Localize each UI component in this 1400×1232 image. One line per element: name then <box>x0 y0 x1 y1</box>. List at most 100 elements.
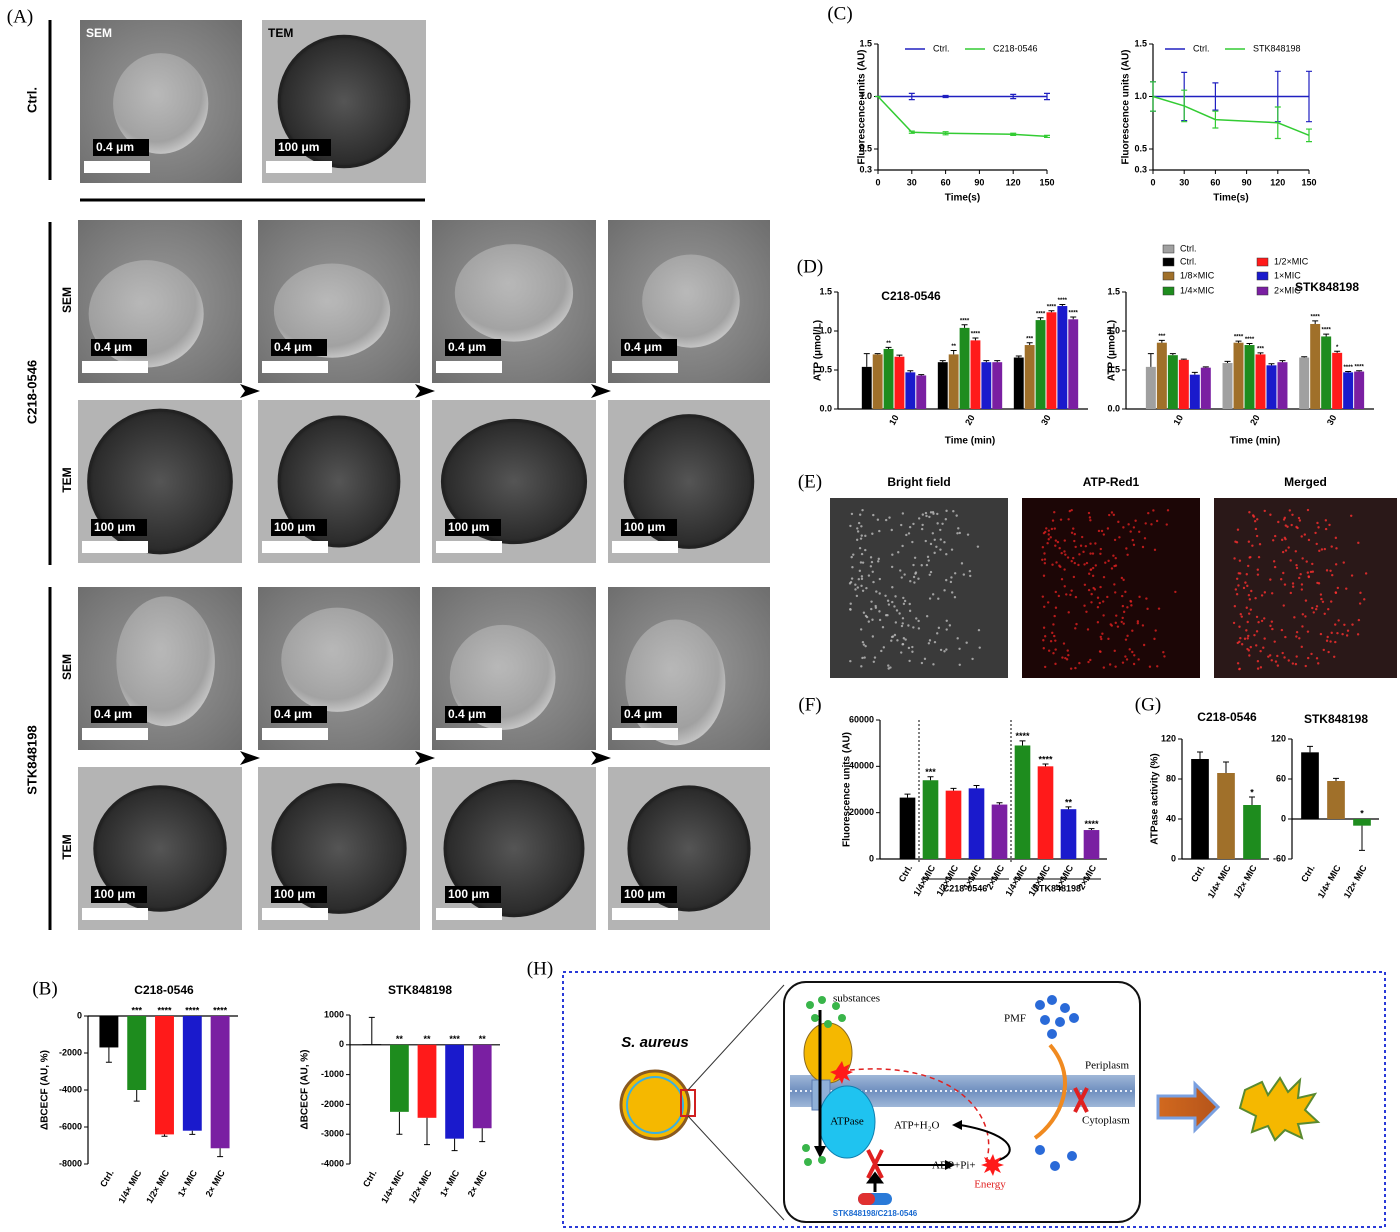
bar <box>1243 805 1261 859</box>
cell-dot <box>1046 542 1049 545</box>
cell-dot <box>1350 514 1353 517</box>
cell-dot <box>878 577 882 581</box>
cell-dot <box>891 553 894 556</box>
cell-dot <box>1041 546 1045 549</box>
error-bar <box>1048 310 1055 313</box>
group-label: STK848198 <box>1033 883 1081 893</box>
cell-dot <box>1043 605 1046 608</box>
bar <box>1178 359 1189 409</box>
error-bar <box>1065 806 1072 810</box>
cell-dot <box>1054 662 1057 666</box>
scale-label-box <box>91 886 147 903</box>
cell-dot <box>858 513 862 516</box>
error-bar <box>1359 825 1365 851</box>
error-bar <box>1235 340 1242 343</box>
error-bar <box>479 1128 486 1143</box>
y-tick-label: 0 <box>77 1010 82 1020</box>
image-title: Bright field <box>887 475 950 489</box>
cell-dot <box>861 508 864 512</box>
cell-dot <box>1238 625 1241 628</box>
cell-dot <box>1096 596 1100 599</box>
scale-label-box <box>445 519 501 536</box>
cell-dot <box>901 643 904 646</box>
cell-dot <box>929 570 933 574</box>
scale-label-box <box>275 139 331 156</box>
cell-dot <box>1256 573 1260 576</box>
cell-dot <box>1327 650 1330 654</box>
bar <box>1255 354 1266 409</box>
bar <box>948 354 959 409</box>
cell-dot <box>1243 637 1247 640</box>
cell-dot <box>1089 568 1093 571</box>
bar <box>968 788 985 859</box>
cell-dot <box>929 542 933 546</box>
cell-dot <box>856 586 860 589</box>
x-tick-label: 1/4× MIC <box>1316 863 1343 900</box>
cell-dot <box>859 537 863 540</box>
cell-dot <box>1138 530 1141 533</box>
cell-dot <box>1263 637 1266 640</box>
cell-dot <box>1236 528 1240 531</box>
scale-label-box <box>621 519 677 536</box>
y-tick-label: 1.0 <box>1107 325 1120 335</box>
error-bar <box>1191 371 1198 375</box>
cell-dot <box>1300 583 1304 586</box>
cell-dot <box>1283 656 1286 659</box>
x-tick-label: 120 <box>1006 177 1021 187</box>
cell-dot <box>1099 547 1103 551</box>
x-tick-label: 1/2× MIC <box>1342 863 1369 900</box>
cell-dot <box>950 576 953 579</box>
legend-label: Ctrl. <box>933 43 950 53</box>
cell-dot <box>1280 628 1284 632</box>
cell-dot <box>1155 519 1159 523</box>
error-bar <box>1279 360 1286 363</box>
cell-dot <box>1298 576 1301 580</box>
cell-dot <box>1359 591 1362 595</box>
cell-dot <box>945 648 948 651</box>
bar <box>445 1044 464 1139</box>
error-bar <box>1323 333 1330 337</box>
cell-dot <box>860 525 863 528</box>
cell-dot <box>1252 515 1256 518</box>
cell-dot <box>1153 637 1156 641</box>
cell-dot <box>929 511 933 514</box>
bar <box>1354 371 1365 409</box>
cell-dot <box>865 615 869 619</box>
cell-dot <box>888 516 891 519</box>
y-tick-label: 1.0 <box>859 91 872 101</box>
scale-label-box <box>445 886 501 903</box>
cell-dot <box>1357 541 1360 545</box>
cell-dot <box>1056 540 1060 544</box>
cell-dot <box>1312 611 1315 614</box>
cell-dot <box>1107 559 1110 563</box>
cell-image <box>116 596 215 727</box>
cell-dot <box>1309 570 1313 574</box>
bar <box>1035 320 1046 409</box>
significance: ** <box>479 1034 487 1044</box>
cell-dot <box>1314 531 1317 535</box>
scale-bar <box>82 361 148 373</box>
significance: ** <box>396 1034 404 1044</box>
cell-dot <box>1072 556 1075 560</box>
block-mark <box>866 1149 884 1179</box>
y-tick-label: 0 <box>869 853 874 863</box>
y-tick-label: 0.5 <box>1107 364 1120 374</box>
error-bar <box>918 374 925 376</box>
x-tick-label: 1/4× MIC <box>1206 863 1233 900</box>
error-bar <box>942 94 949 99</box>
cell-dot <box>902 602 906 606</box>
cell-dot <box>890 639 893 642</box>
cell-dot <box>1247 649 1250 652</box>
cell-dot <box>860 575 864 578</box>
cell-dot <box>1301 613 1305 616</box>
legend-swatch <box>1162 271 1175 281</box>
cell-dot <box>1152 509 1155 512</box>
block-mark <box>1073 1087 1089 1113</box>
bar <box>1343 372 1354 409</box>
line <box>1152 95 1310 137</box>
significance: * <box>1336 345 1339 351</box>
cell-dot <box>1297 516 1301 520</box>
cell-dot <box>1053 614 1056 618</box>
error-bar <box>885 346 892 349</box>
cell-dot <box>1110 567 1114 570</box>
